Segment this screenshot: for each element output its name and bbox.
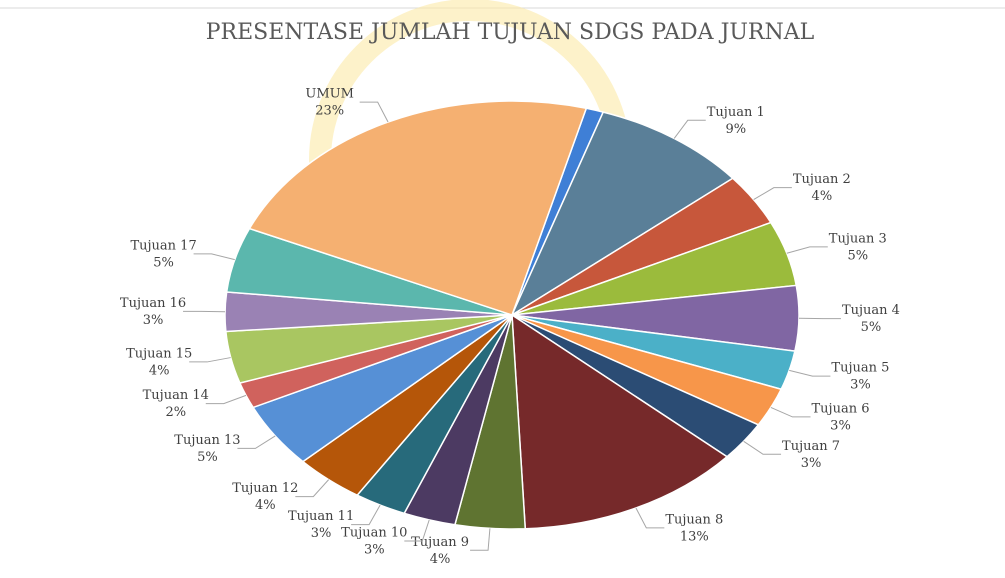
value-label: 3% [830,418,851,433]
category-label: Tujuan 16 [120,296,186,311]
leader-line [295,479,330,498]
category-label: Tujuan 2 [793,172,851,187]
leader-line [743,440,782,455]
leader-line [673,119,706,139]
leader-line [753,187,792,200]
category-label: Tujuan 6 [812,401,870,416]
value-label: 4% [255,498,276,513]
category-label: Tujuan 12 [232,481,298,496]
category-label: Tujuan 4 [842,303,900,318]
leader-line [404,519,430,542]
category-label: Tujuan 14 [143,388,209,403]
value-label: 3% [850,378,871,393]
value-label: 3% [364,542,385,557]
leader-line [189,357,231,363]
leader-line [635,507,665,529]
category-label: Tujuan 17 [130,238,196,253]
category-label: Tujuan 9 [411,535,469,550]
category-label: Tujuan 15 [126,346,192,361]
leader-line [359,101,389,123]
leader-line [237,435,276,449]
leader-line [193,253,235,261]
category-label: Tujuan 5 [831,361,889,376]
chart-title: PRESENTASE JUMLAH TUJUAN SDGS PADA JURNA… [206,20,815,45]
value-label: 13% [680,529,709,544]
value-label: 5% [153,255,174,270]
value-label: 4% [812,189,833,204]
value-label: 2% [165,405,186,420]
value-label: 5% [847,248,868,263]
pie-slice [510,111,735,317]
value-label: 4% [430,552,451,567]
value-label: 3% [801,456,822,471]
category-label: UMUM [305,87,354,102]
leader-line [770,406,811,418]
leader-line [470,528,491,551]
pie-slice [511,313,729,530]
pie-slice [248,100,588,316]
leader-line [205,394,247,405]
leader-line [789,369,831,377]
value-label: 23% [315,104,344,119]
category-label: Tujuan 7 [782,439,840,454]
value-label: 5% [861,320,882,335]
value-label: 3% [143,313,164,328]
category-label: Tujuan 13 [174,433,240,448]
category-label: Tujuan 1 [707,105,765,120]
leader-line [786,246,828,254]
value-label: 5% [197,450,218,465]
category-label: Tujuan 10 [341,525,407,540]
category-label: Tujuan 8 [665,512,723,527]
leader-line [351,504,381,526]
value-label: 4% [149,363,170,378]
category-label: Tujuan 3 [829,231,887,246]
value-label: 9% [725,122,746,137]
category-label: Tujuan 11 [288,509,354,524]
value-label: 3% [311,526,332,541]
